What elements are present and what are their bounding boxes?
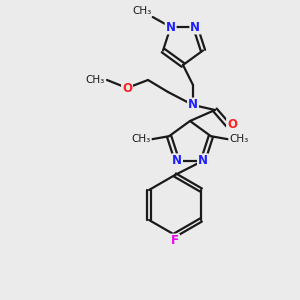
Text: CH₃: CH₃ (229, 134, 248, 144)
Text: O: O (122, 82, 132, 94)
Text: N: N (190, 20, 200, 34)
Text: N: N (166, 20, 176, 34)
Text: N: N (198, 154, 208, 167)
Text: F: F (171, 235, 179, 248)
Text: N: N (172, 154, 182, 167)
Text: CH₃: CH₃ (132, 6, 152, 16)
Text: CH₃: CH₃ (86, 75, 105, 85)
Text: O: O (227, 118, 237, 131)
Text: CH₃: CH₃ (132, 134, 151, 144)
Text: N: N (188, 98, 198, 112)
